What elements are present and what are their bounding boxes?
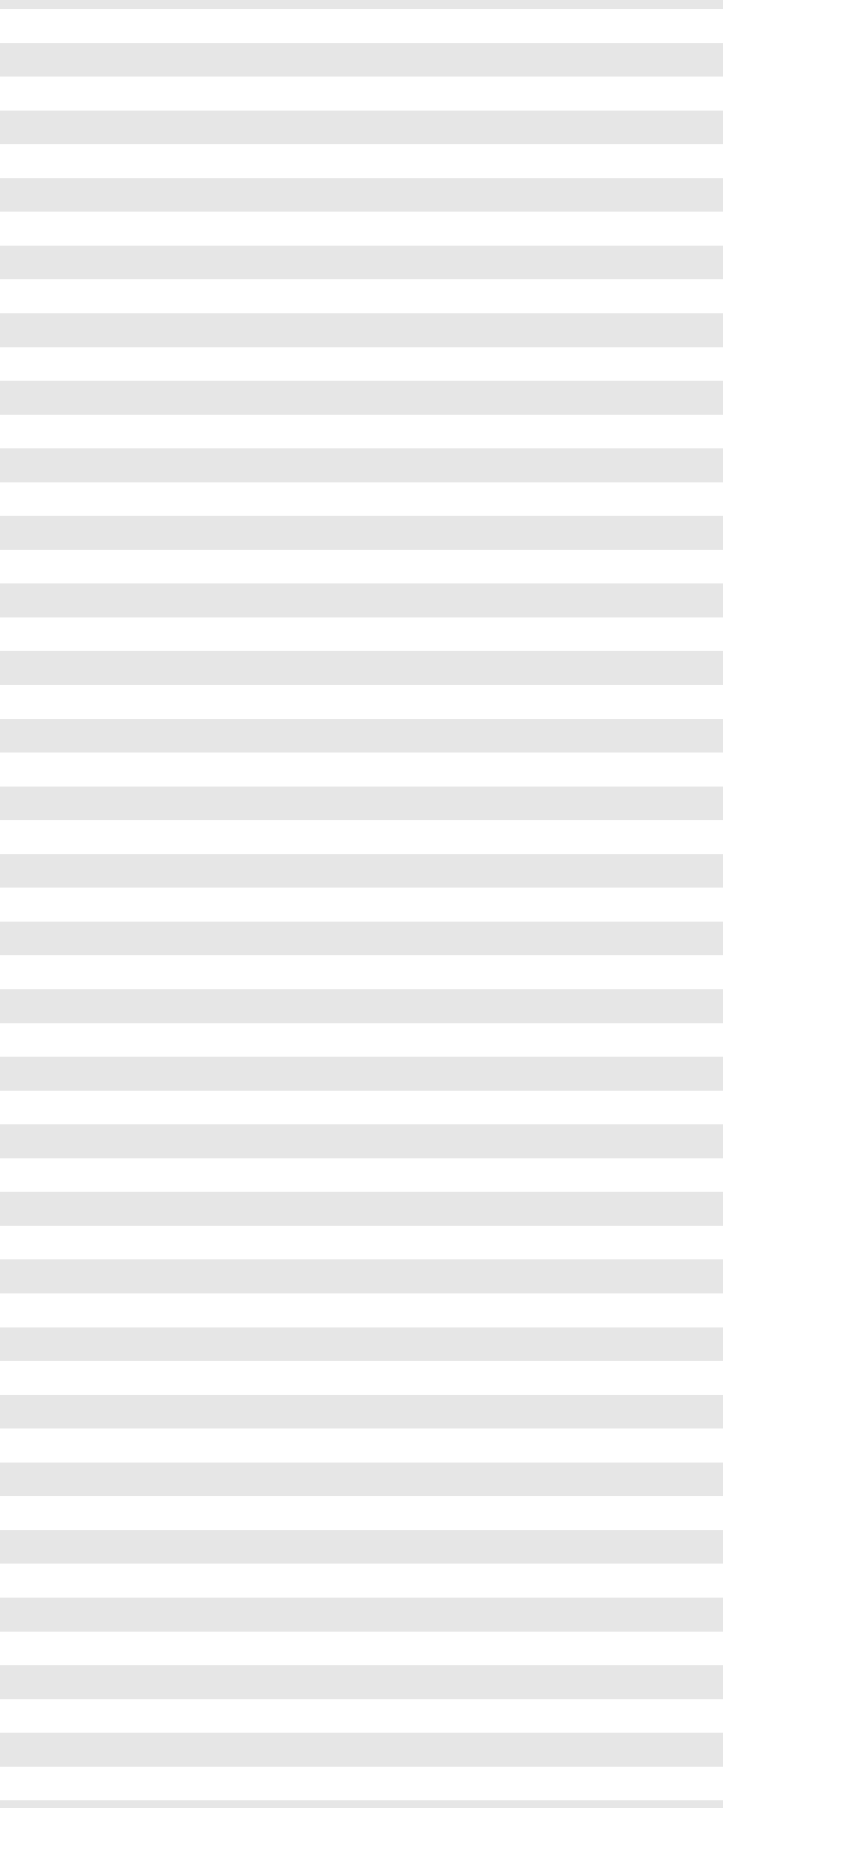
striped-table	[0, 0, 723, 1808]
table-row	[0, 0, 723, 9]
